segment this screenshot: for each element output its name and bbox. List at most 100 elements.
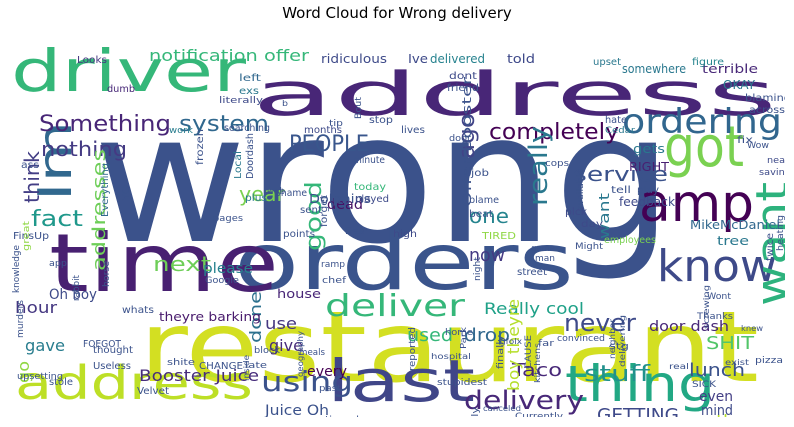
- word-cloud-word: want: [597, 192, 613, 239]
- word-cloud-word: PEOPLE: [289, 132, 369, 157]
- word-cloud-word: upset: [593, 57, 621, 68]
- word-cloud-word: YO: [121, 185, 132, 202]
- word-cloud-word: RIGHT: [629, 160, 670, 174]
- word-cloud-word: past: [319, 384, 342, 394]
- word-cloud-word: service: [573, 162, 668, 186]
- word-cloud-word: reported: [408, 327, 418, 371]
- word-cloud-word: saving: [759, 168, 785, 178]
- word-cloud-word: ass: [21, 160, 39, 171]
- word-cloud-word: knew: [741, 324, 763, 333]
- word-cloud-word: TIRED: [481, 231, 516, 242]
- word-cloud-word: FOEGOT: [83, 339, 122, 350]
- word-cloud-word: house: [277, 287, 321, 301]
- word-cloud-word: high: [393, 229, 417, 240]
- word-cloud-word: another: [684, 411, 752, 417]
- word-cloud-word: delivered: [430, 52, 485, 66]
- word-cloud-word: now: [469, 245, 505, 266]
- word-cloud-word: Looks: [77, 55, 107, 66]
- word-cloud-word: ordering: [622, 102, 782, 142]
- word-cloud-word: delivering: [618, 315, 627, 367]
- word-cloud-word: next: [153, 252, 211, 276]
- word-cloud-word: Cedar: [605, 126, 635, 136]
- chart-title: Word Cloud for Wrong delivery: [282, 4, 512, 22]
- word-cloud-word: done: [246, 291, 265, 343]
- word-cloud-word: exist: [725, 358, 749, 367]
- word-cloud-word: go: [14, 361, 33, 383]
- word-cloud-word: far: [538, 339, 554, 349]
- word-cloud-svg: wrongrestaurantaddressorderstimedriverad…: [11, 37, 785, 417]
- word-cloud-word: Thanks: [696, 312, 733, 322]
- word-cloud-word: meals: [299, 348, 325, 358]
- word-cloud-word: ago: [455, 113, 480, 159]
- word-cloud-word: murders: [16, 300, 26, 338]
- word-cloud-word: wrong: [93, 75, 673, 284]
- word-cloud-word: job: [470, 168, 489, 179]
- word-cloud-word: pizza: [755, 356, 783, 366]
- word-cloud-word: frozen: [195, 129, 206, 165]
- word-cloud-word: b: [282, 99, 288, 108]
- word-cloud-word: cops: [545, 159, 569, 169]
- word-cloud-word: ridiculous: [321, 52, 387, 66]
- word-cloud-word: door dash: [649, 319, 729, 335]
- word-cloud-word: Dear: [345, 226, 370, 237]
- word-cloud-word: OKAY: [723, 78, 756, 92]
- word-cloud-word: thing: [565, 355, 715, 413]
- word-cloud-word: Oh boy: [49, 287, 97, 303]
- word-cloud-word: upsetting: [17, 372, 63, 382]
- word-cloud-word: Currently: [515, 412, 564, 417]
- word-cloud-word: great: [22, 220, 32, 251]
- word-cloud-word: FinsUp: [13, 231, 49, 242]
- word-cloud-word: street: [517, 267, 547, 278]
- word-cloud-word: notification offer: [149, 46, 310, 65]
- word-cloud-word: forget: [319, 195, 330, 227]
- word-cloud-word: employees: [604, 235, 656, 246]
- word-cloud-word: near: [767, 156, 785, 166]
- word-cloud-word: address: [252, 60, 777, 130]
- word-cloud-word: played: [355, 194, 389, 205]
- word-cloud-word: tree: [717, 234, 749, 248]
- word-cloud-area: wrong restaurant address orders time driver ad…: [9, 31, 785, 417]
- word-cloud-word: stg: [609, 342, 629, 352]
- word-cloud-word: blame: [469, 195, 499, 206]
- word-cloud-word: dumb: [107, 84, 135, 95]
- word-cloud-word: friend: [447, 83, 479, 94]
- word-cloud-word: hate: [605, 115, 627, 126]
- word-cloud-word: SICK: [692, 380, 717, 390]
- word-cloud-word: minute: [353, 155, 385, 166]
- word-cloud-word: Doordash: [245, 133, 256, 179]
- word-cloud-word: left: [239, 73, 261, 84]
- word-cloud-word: door: [449, 134, 471, 144]
- word-cloud-word: app: [49, 259, 67, 269]
- word-cloud-word: stop: [369, 115, 393, 126]
- word-cloud-word: Wont: [707, 292, 731, 302]
- word-cloud-word: inside: [242, 355, 251, 381]
- word-cloud-word: addresses: [89, 149, 110, 271]
- word-cloud-word: play: [637, 185, 659, 196]
- word-cloud-word: nothing: [41, 137, 127, 161]
- word-cloud-word: Dolphins: [309, 192, 371, 206]
- word-cloud-word: available: [576, 169, 586, 211]
- word-cloud-word: deliver: [325, 289, 466, 324]
- word-cloud-word: pick: [565, 207, 587, 218]
- word-cloud-word: fact: [31, 207, 83, 232]
- word-cloud-word: use: [265, 314, 297, 333]
- word-cloud-word: Everything: [100, 163, 111, 217]
- word-cloud-word: really: [524, 126, 554, 206]
- word-cloud-word: system: [179, 112, 269, 137]
- word-cloud-word: tell: [611, 185, 631, 196]
- word-cloud-word: want: [747, 182, 785, 306]
- word-cloud-word: GETTING: [597, 405, 679, 417]
- word-cloud-word: Useless: [93, 361, 131, 372]
- word-cloud-word: heating: [776, 215, 785, 251]
- word-cloud-word: MikeMcDaniel: [690, 218, 780, 232]
- word-cloud-word: gave: [25, 336, 65, 355]
- word-cloud-word: one: [469, 204, 509, 228]
- word-cloud-word: shite: [167, 358, 196, 368]
- word-cloud-word: night: [473, 257, 483, 281]
- word-cloud-word: sent: [300, 205, 322, 216]
- word-cloud-word: late: [245, 361, 268, 371]
- word-cloud-word: CAUSE: [524, 335, 534, 369]
- word-cloud-word: amp: [639, 174, 754, 234]
- word-cloud-word: whats: [122, 305, 154, 316]
- word-cloud-word: CHANGE: [199, 361, 243, 372]
